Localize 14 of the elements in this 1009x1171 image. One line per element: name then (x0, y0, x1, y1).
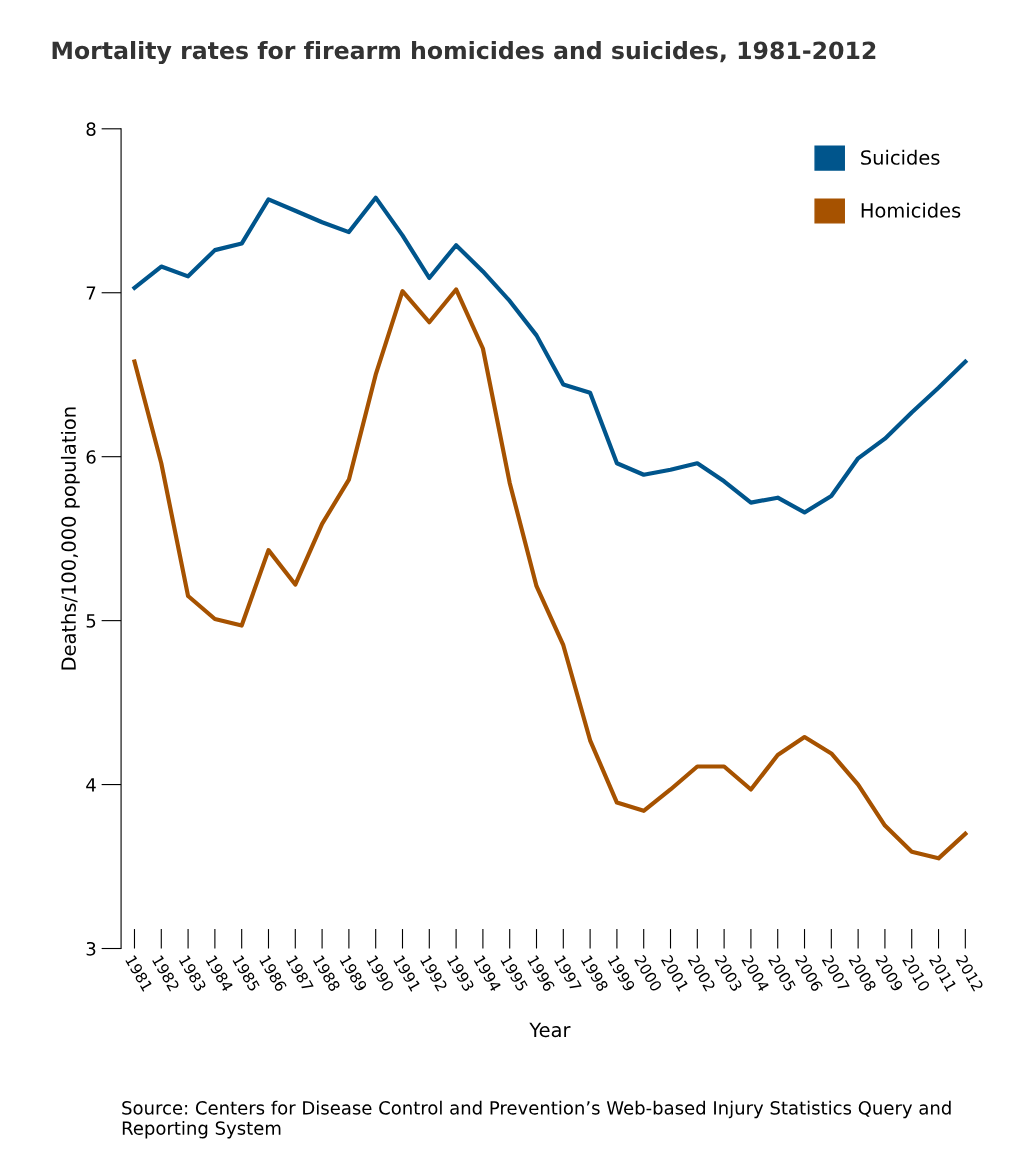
y-axis-title: Deaths/100,000 population (60, 407, 80, 670)
line-series (132, 287, 968, 861)
y-tick-label: 4 (86, 778, 96, 792)
y-tick-label: 8 (86, 122, 96, 136)
legend-label: Homicides (861, 202, 961, 218)
legend-label: Suicides (861, 149, 940, 165)
x-axis-title: Year (529, 1022, 571, 1038)
source-note: Source: Centers for Disease Control and Prevention’s Web-based Injury Statistics Query and Reporting System (122, 1100, 951, 1139)
y-tick-label: 5 (86, 614, 96, 628)
y-tick-label: 3 (86, 941, 96, 956)
y-tick-label: 6 (86, 450, 96, 464)
line-series (132, 195, 968, 515)
chart-title: Mortality rates for firearm homicides and suicides, 1981-2012 (52, 40, 876, 65)
y-tick-label: 7 (86, 286, 96, 300)
